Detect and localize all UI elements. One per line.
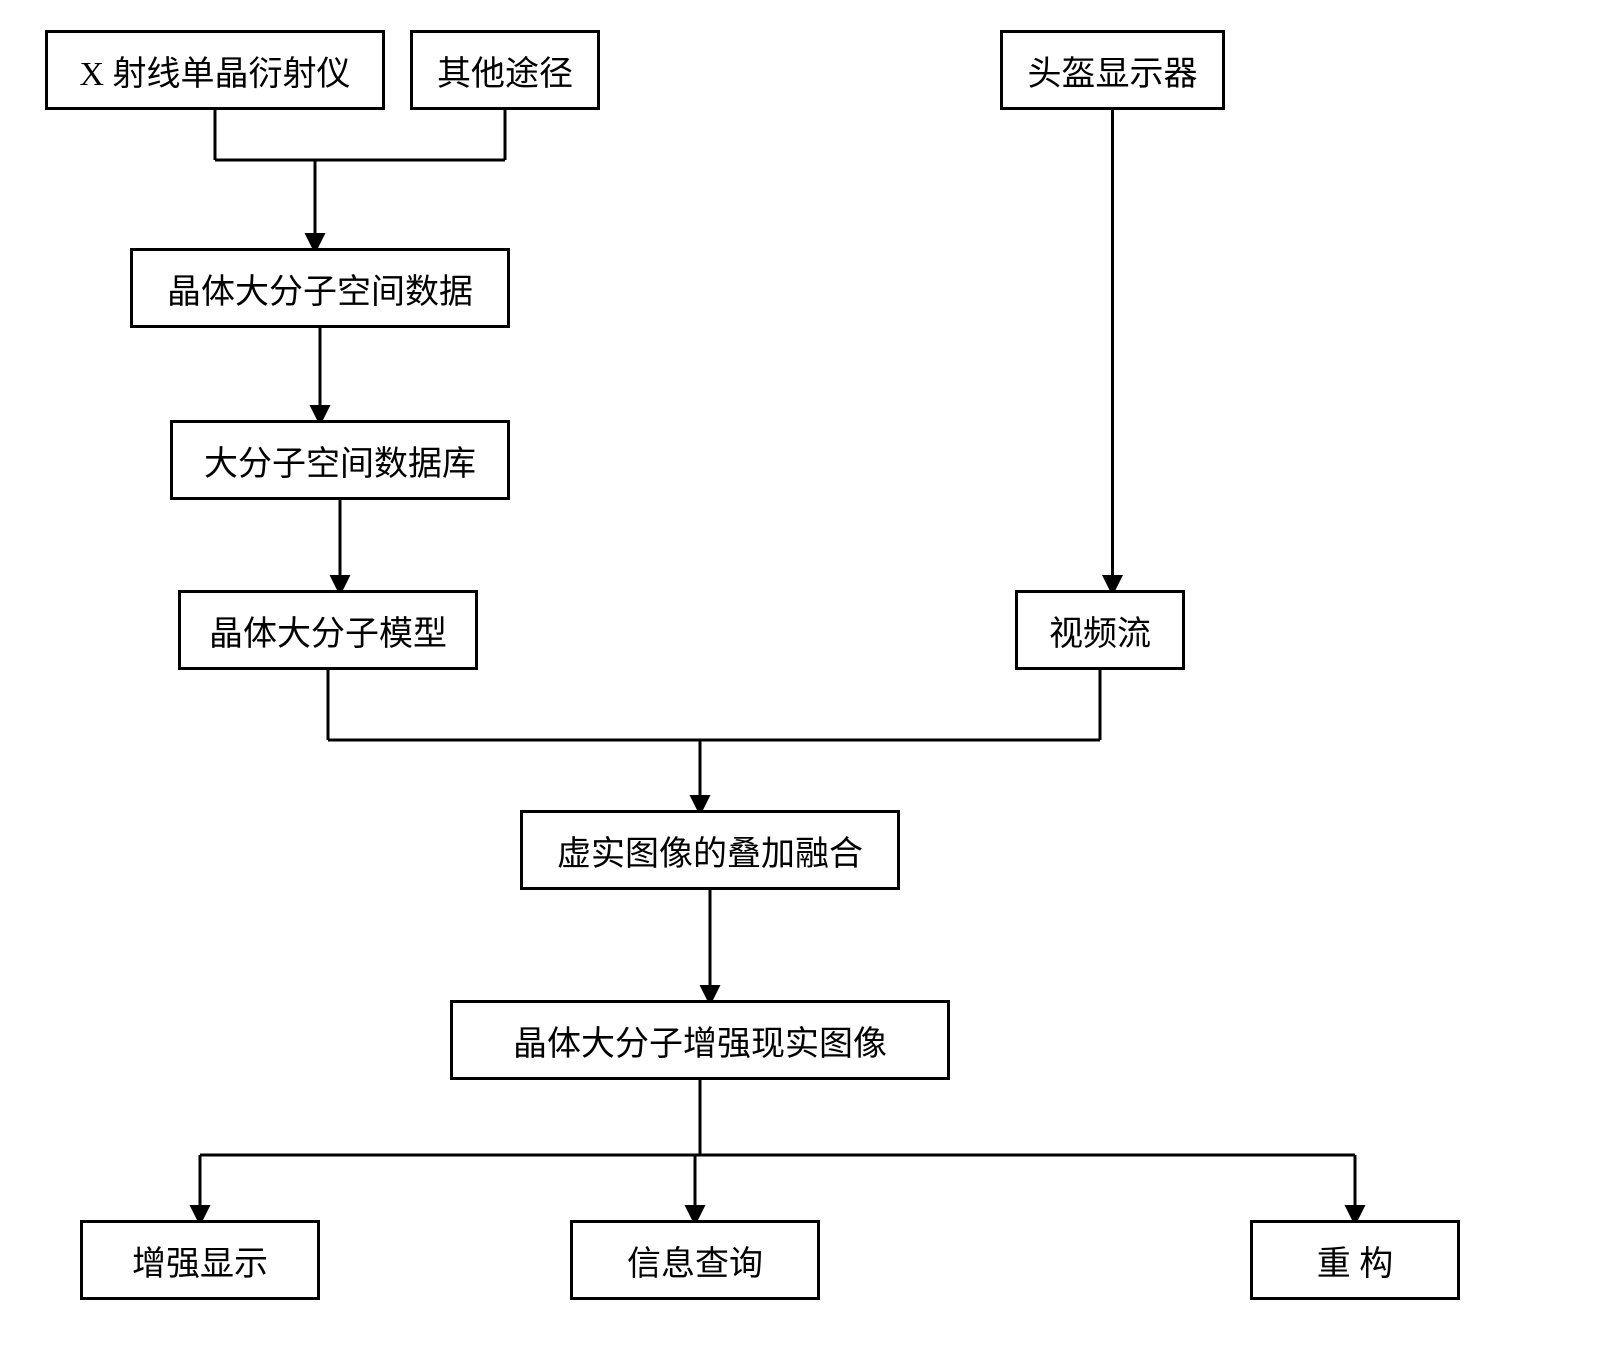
flowchart-node-n9: 晶体大分子增强现实图像 — [450, 1000, 950, 1080]
flowchart-node-n2: 其他途径 — [410, 30, 600, 110]
flowchart-node-n3: 头盔显示器 — [1000, 30, 1225, 110]
flowchart-connectors — [0, 0, 1607, 1358]
flowchart-node-n5: 大分子空间数据库 — [170, 420, 510, 500]
flowchart-node-n4: 晶体大分子空间数据 — [130, 248, 510, 328]
flowchart-node-n11: 信息查询 — [570, 1220, 820, 1300]
flowchart-node-n12: 重 构 — [1250, 1220, 1460, 1300]
flowchart-node-n8: 虚实图像的叠加融合 — [520, 810, 900, 890]
flowchart-node-n1: X 射线单晶衍射仪 — [45, 30, 385, 110]
flowchart-node-n7: 视频流 — [1015, 590, 1185, 670]
flowchart-container: X 射线单晶衍射仪其他途径 头盔显示器晶体大分子空间数据大分子空间数据库晶体大分子… — [0, 0, 1607, 1358]
flowchart-node-n6: 晶体大分子模型 — [178, 590, 478, 670]
flowchart-node-n10: 增强显示 — [80, 1220, 320, 1300]
